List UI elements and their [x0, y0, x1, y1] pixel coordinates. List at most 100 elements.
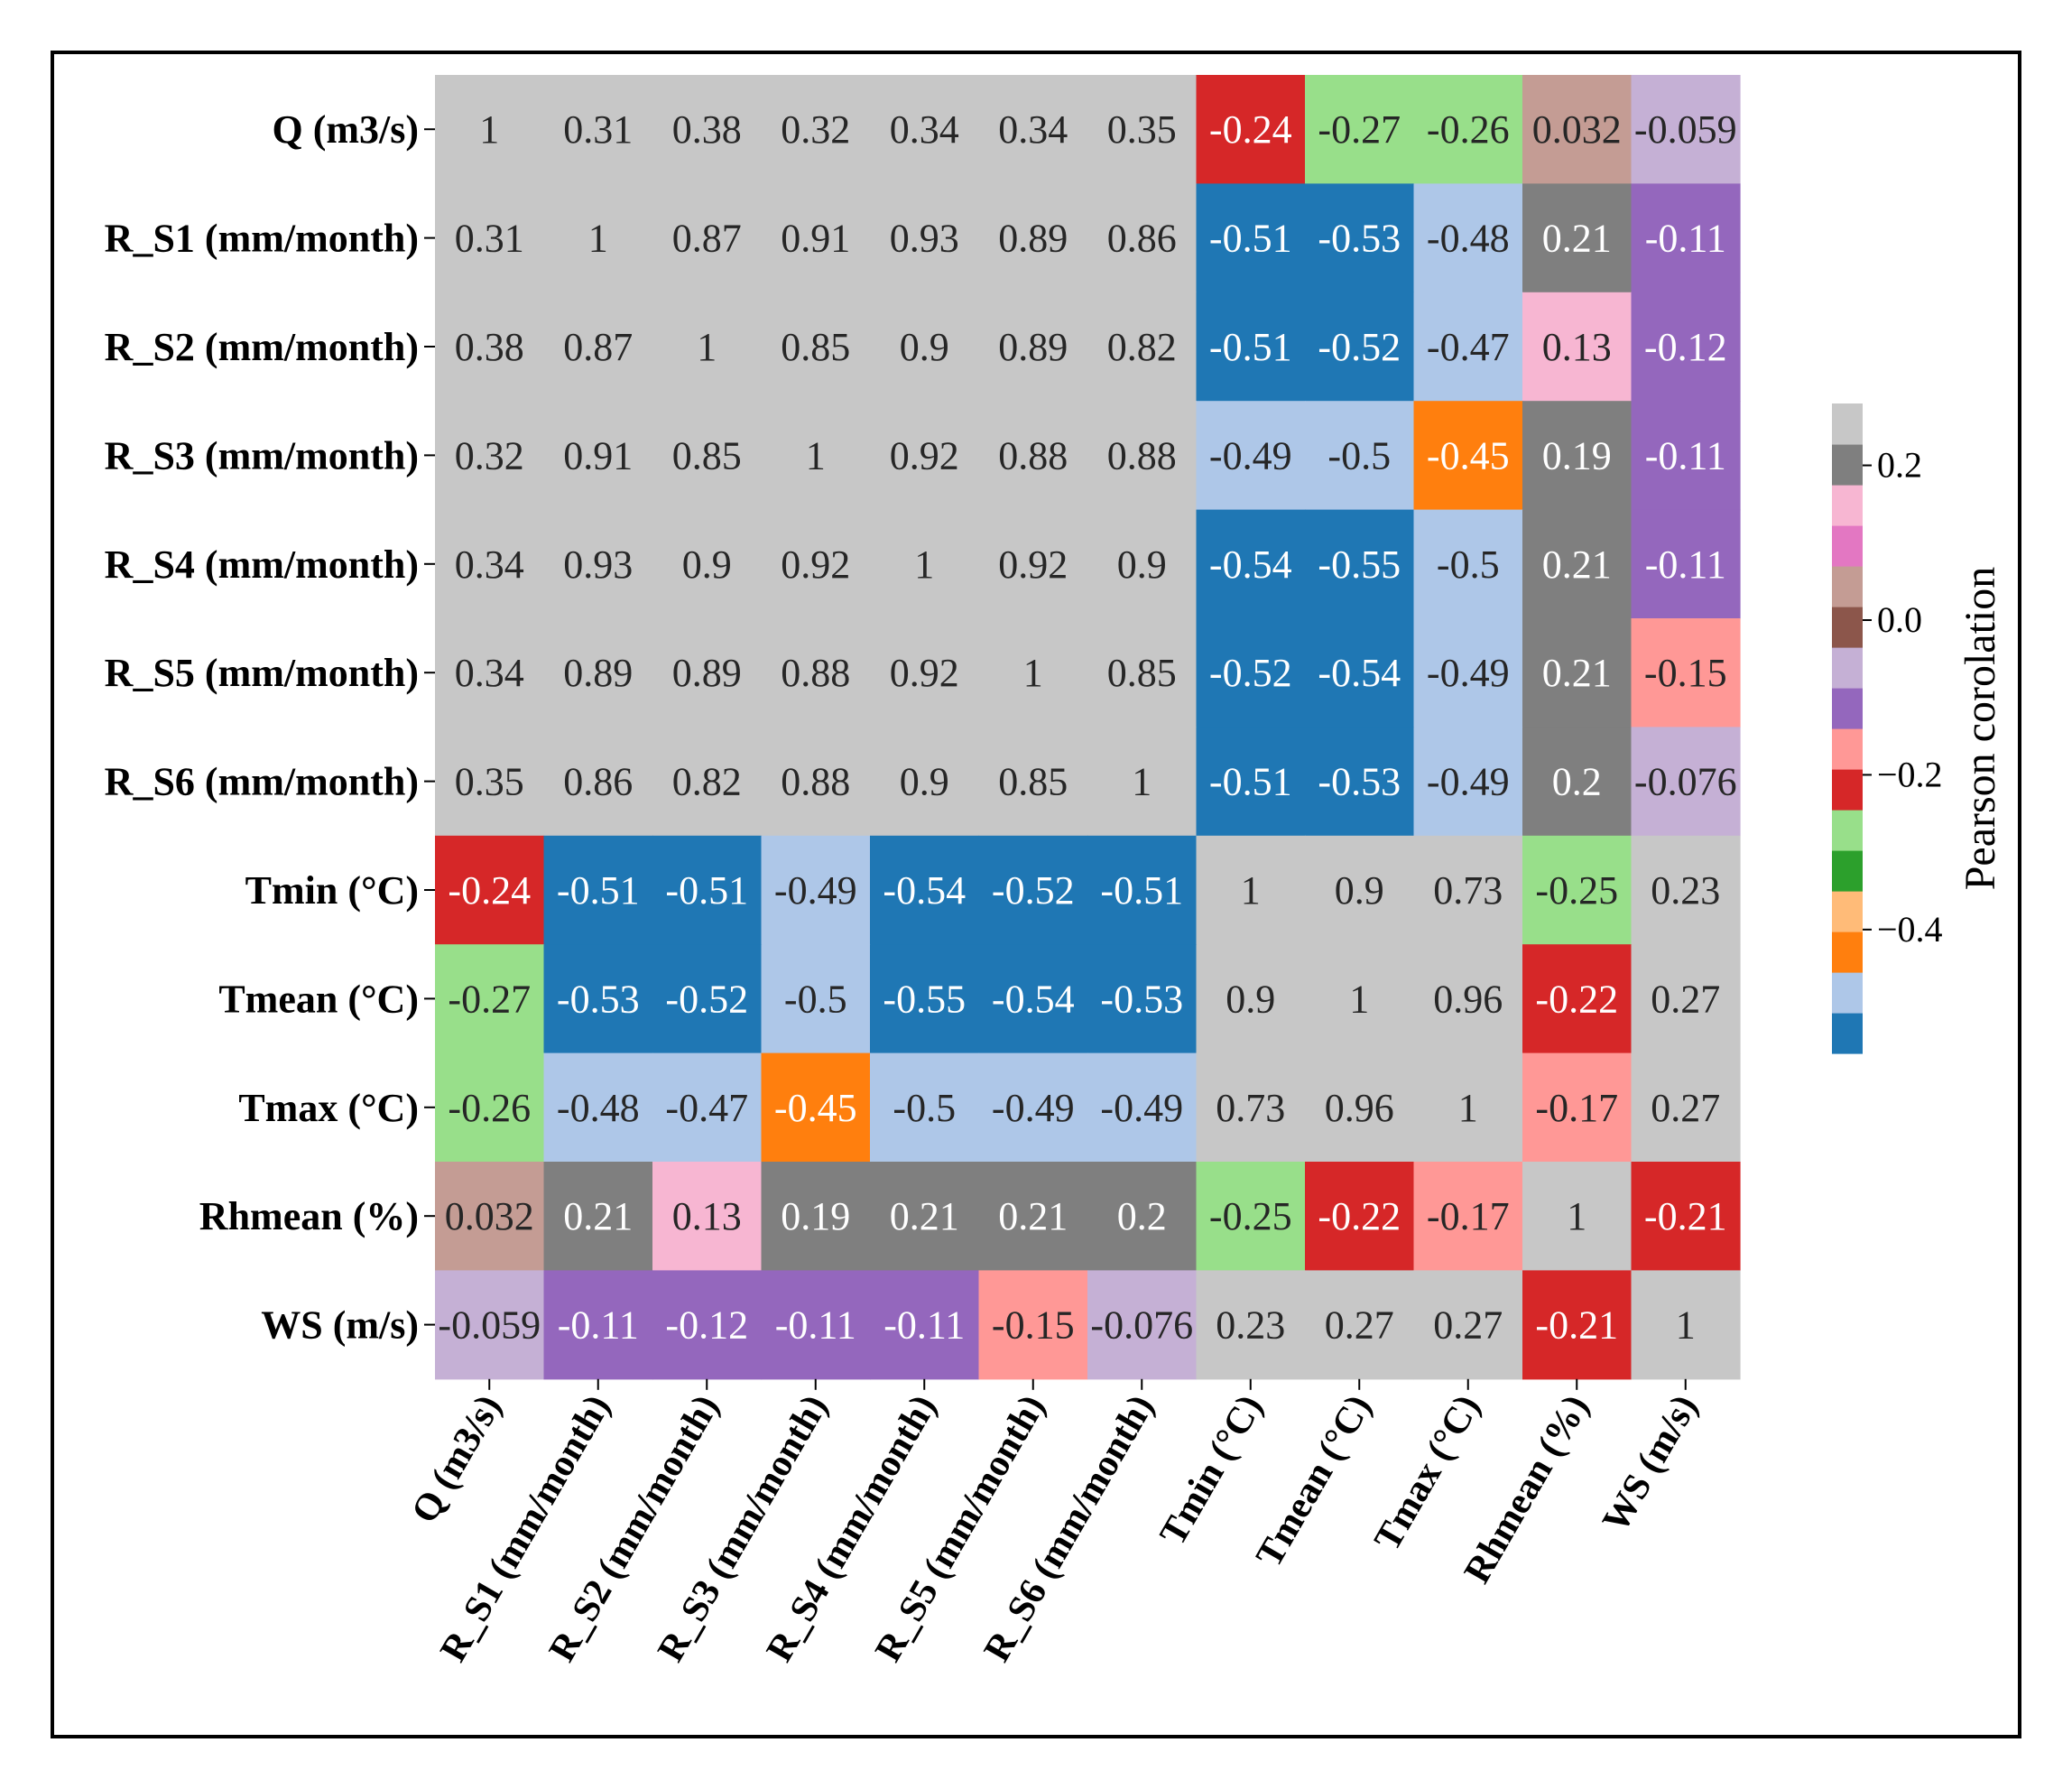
cell-value: -0.51 [557, 868, 640, 913]
heatmap-cell-r-s5-mm-month-tmax-c [1413, 618, 1523, 728]
heatmap-cell-r-s1-mm-month-q-m3-s [435, 183, 545, 293]
cell-value: -0.17 [1427, 1194, 1510, 1238]
cell-value: -0.49 [1427, 651, 1510, 695]
y-tick-label: WS (m/s) [261, 1303, 419, 1348]
heatmap-cell-tmean-c-tmax-c [1413, 944, 1523, 1054]
cell-value: 0.96 [1325, 1086, 1394, 1130]
cell-value: -0.059 [1634, 107, 1737, 152]
cell-value: 0.35 [1107, 107, 1177, 152]
cell-value: 0.9 [1335, 868, 1384, 913]
cell-value: 0.96 [1433, 977, 1503, 1021]
y-tick-label: R_S5 (mm/month) [105, 651, 419, 695]
cell-value: 0.89 [998, 325, 1068, 369]
cell-value: 0.27 [1651, 977, 1720, 1021]
heatmap-cell-q-m3-s-r-s5-mm-month [978, 75, 1088, 184]
cell-value: -0.54 [883, 868, 966, 913]
cell-value: -0.49 [992, 1086, 1075, 1130]
y-tick-label: R_S2 (mm/month) [105, 325, 419, 369]
heatmap-cell-ws-m-s-tmin-c [1196, 1270, 1306, 1380]
cell-value: 0.9 [1226, 977, 1275, 1021]
cell-value: 0.2 [1117, 1194, 1167, 1238]
heatmap-cell-r-s6-mm-month-r-s5-mm-month [978, 727, 1088, 837]
heatmap-cell-r-s5-mm-month-r-s1-mm-month [543, 618, 653, 728]
cell-value: 0.2 [1552, 760, 1602, 804]
cell-value: -0.15 [992, 1303, 1075, 1348]
heatmap-cell-r-s6-mm-month-r-s2-mm-month [652, 727, 763, 837]
cell-value: -0.25 [1535, 868, 1618, 913]
cell-value: 0.21 [890, 1194, 959, 1238]
heatmap-cell-ws-m-s-q-m3-s [435, 1270, 545, 1380]
heatmap-cell-r-s3-mm-month-r-s6-mm-month [1087, 401, 1198, 511]
heatmap-cell-q-m3-s-tmin-c [1196, 75, 1306, 184]
heatmap-cell-tmax-c-ws-m-s [1631, 1052, 1741, 1163]
y-tick-label: R_S3 (mm/month) [105, 433, 419, 477]
y-tick-label: Tmean (°C) [218, 977, 419, 1021]
heatmap-cell-tmin-c-r-s3-mm-month [761, 835, 871, 945]
cell-value: -0.12 [665, 1303, 748, 1348]
heatmap-cell-r-s4-mm-month-tmean-c [1305, 509, 1415, 619]
cell-value: 1 [1676, 1303, 1696, 1348]
heatmap-cell-tmean-c-r-s6-mm-month [1087, 944, 1198, 1054]
heatmap-cell-tmin-c-tmax-c [1413, 835, 1523, 945]
heatmap-cell-ws-m-s-tmax-c [1413, 1270, 1523, 1380]
heatmap-cell-r-s3-mm-month-tmin-c [1196, 401, 1306, 511]
heatmap-cell-q-m3-s-tmax-c [1413, 75, 1523, 184]
colorbar-tick-label: 0.0 [1877, 599, 1922, 640]
heatmap-cell-ws-m-s-r-s4-mm-month [870, 1270, 980, 1380]
y-tick-label: R_S4 (mm/month) [105, 542, 419, 587]
heatmap-cell-tmean-c-r-s2-mm-month [652, 944, 763, 1054]
cell-value: 0.82 [1107, 325, 1177, 369]
heatmap-cell-tmin-c-ws-m-s [1631, 835, 1741, 945]
cell-value: -0.54 [1209, 542, 1292, 587]
cell-value: -0.26 [1427, 107, 1510, 152]
y-tick-label: Rhmean (%) [199, 1194, 419, 1238]
colorbar-label: Pearson corolation [1956, 567, 2004, 891]
cell-value: 0.27 [1651, 1086, 1720, 1130]
heatmap-cell-q-m3-s-tmean-c [1305, 75, 1415, 184]
cell-value: -0.53 [1318, 760, 1401, 804]
cell-value: 0.85 [672, 433, 742, 477]
cell-value: 0.21 [998, 1194, 1068, 1238]
heatmap-cell-r-s4-mm-month-ws-m-s [1631, 509, 1741, 619]
cell-value: -0.059 [438, 1303, 541, 1348]
heatmap-cell-tmean-c-tmean-c [1305, 944, 1415, 1054]
cell-value: 0.85 [998, 760, 1068, 804]
cell-value: 0.93 [563, 542, 633, 587]
colorbar-segment [1832, 525, 1863, 567]
colorbar-segment [1832, 932, 1863, 973]
y-tick-label: Q (m3/s) [272, 107, 419, 152]
cell-value: 0.13 [672, 1194, 742, 1238]
heatmap-cell-r-s5-mm-month-r-s3-mm-month [761, 618, 871, 728]
heatmap-cell-r-s2-mm-month-tmin-c [1196, 292, 1306, 402]
cell-value: 0.31 [455, 217, 524, 261]
heatmap-cell-r-s3-mm-month-r-s4-mm-month [870, 401, 980, 511]
cell-value: 0.34 [890, 107, 959, 152]
y-tick-label: Tmax (°C) [238, 1086, 419, 1130]
heatmap-cell-tmean-c-r-s1-mm-month [543, 944, 653, 1054]
heatmap-cell-r-s2-mm-month-rhmean [1522, 292, 1633, 402]
y-tick-label: R_S1 (mm/month) [105, 217, 419, 261]
heatmap-cell-r-s3-mm-month-r-s1-mm-month [543, 401, 653, 511]
heatmap-cell-r-s2-mm-month-r-s2-mm-month [652, 292, 763, 402]
cell-value: -0.17 [1535, 1086, 1618, 1130]
cell-value: -0.53 [557, 977, 640, 1021]
cell-value: 0.9 [682, 542, 732, 587]
heatmap-cell-r-s4-mm-month-r-s6-mm-month [1087, 509, 1198, 619]
heatmap-cell-r-s5-mm-month-tmean-c [1305, 618, 1415, 728]
cell-value: 1 [1567, 1194, 1586, 1238]
cell-value: -0.51 [1209, 760, 1292, 804]
heatmap-cell-r-s4-mm-month-r-s5-mm-month [978, 509, 1088, 619]
heatmap-cell-r-s2-mm-month-tmean-c [1305, 292, 1415, 402]
heatmap-cell-tmax-c-r-s5-mm-month [978, 1052, 1088, 1163]
heatmap-cell-ws-m-s-r-s5-mm-month [978, 1270, 1088, 1380]
heatmap-cell-rhmean-tmin-c [1196, 1162, 1306, 1271]
heatmap-cell-rhmean-ws-m-s [1631, 1162, 1741, 1271]
cell-value: 0.91 [781, 217, 850, 261]
heatmap-cell-r-s1-mm-month-ws-m-s [1631, 183, 1741, 293]
heatmap-cell-r-s3-mm-month-rhmean [1522, 401, 1633, 511]
heatmap-cell-rhmean-q-m3-s [435, 1162, 545, 1271]
heatmap-cell-tmax-c-q-m3-s [435, 1052, 545, 1163]
cell-value: -0.55 [883, 977, 966, 1021]
cell-value: -0.5 [1327, 433, 1391, 477]
cell-value: -0.25 [1209, 1194, 1292, 1238]
